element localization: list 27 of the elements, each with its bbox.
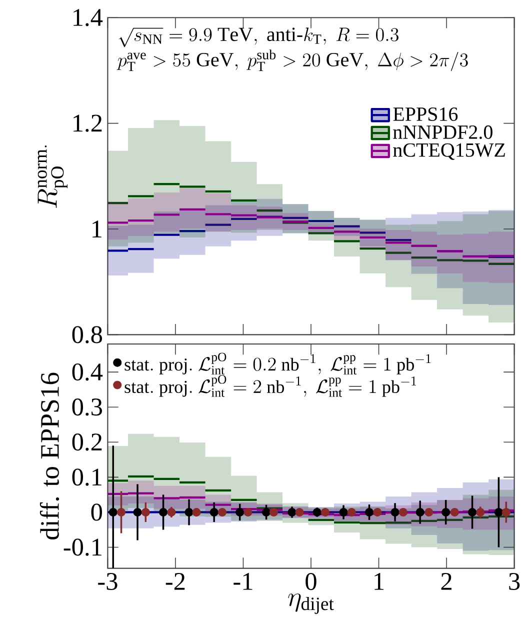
legend-label: EPPS16 <box>393 107 458 121</box>
annotation: $\sqrt{s_{\mathrm{NN}}} = 9.9\ \mathrm{TeV},\ \mathrm{anti}\mbox{-}k_{\mathrm{T}},\ R = 0.3$ <box>118 28 398 48</box>
x-tick-label: -1 <box>234 573 252 590</box>
x-tick-label: -3 <box>98 573 118 590</box>
x-axis-title: $\eta_{\mathrm{dijet}}$ <box>288 594 334 614</box>
y-tick-label: 1.2 <box>74 114 102 132</box>
y-tick-label: 0.4 <box>72 363 103 381</box>
legend-label: $\mathrm{stat.\ proj.}\ \mathcal{L}_{\mathrm{int}}^{\mathrm{pO}} = 2\ \mathrm{nb}^{-1},\ \mathcal{L}_{\mathrm{int}}^{\mathrm{pp}} = 1\ \mathrm{pb}^{-1}$ <box>124 375 416 397</box>
y-tick-label: -0.1 <box>64 538 102 556</box>
y-axis-title: diff. to EPPS16 <box>40 372 60 540</box>
legend-label: nNNPDF2.0 <box>393 125 492 139</box>
x-tick-label: -2 <box>166 573 185 590</box>
y-tick-label: 0.8 <box>72 326 102 344</box>
x-tick-label: 2 <box>441 573 452 590</box>
x-tick-label: 1 <box>374 573 384 590</box>
legend-label: nCTEQ15WZ <box>393 143 505 160</box>
y-tick-label: 0.2 <box>72 434 102 451</box>
y-tick-label: 0 <box>91 504 102 521</box>
legend-label: $\mathrm{stat.\ proj.}\ \mathcal{L}_{\mathrm{int}}^{\mathrm{pO}} = 0.2\ \mathrm{nb}^{-1},\ \mathcal{L}_{\mathrm{int}}^{\mathrm{pp}} = 1\ \mathrm{pb}^{-1}$ <box>124 352 431 375</box>
y-tick-label: 1 <box>92 220 102 238</box>
x-tick-label: 3 <box>509 573 520 590</box>
annotation: $p_{\mathrm{T}}^{\mathrm{ave}} > 55\ \mathrm{GeV},\ p_{\mathrm{T}}^{\mathrm{sub}} > 20\ \mathrm{GeV},\ \Delta\phi > 2\pi/3$ <box>116 50 468 72</box>
y-tick-label: 0.3 <box>72 398 102 416</box>
x-tick-label: 0 <box>306 573 316 590</box>
y-axis-title: $R_{\mathrm{pO}}^{\mathrm{norm.}}$ <box>38 145 68 208</box>
y-tick-label: 0.1 <box>72 468 102 486</box>
y-tick-label: 1.4 <box>74 9 103 26</box>
